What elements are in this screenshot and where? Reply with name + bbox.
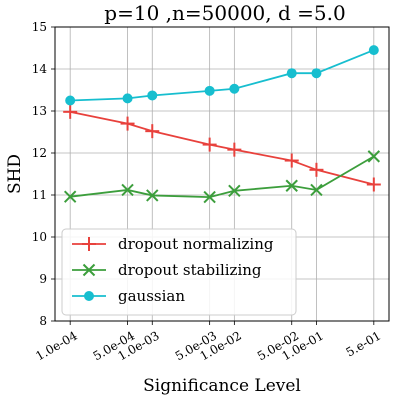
data-point-dropout-stabilizing	[367, 150, 381, 163]
series-dropout-normalizing	[63, 104, 381, 192]
data-point-dropout-normalizing	[366, 177, 381, 192]
data-point-gaussian	[311, 68, 322, 79]
data-point-gaussian	[204, 85, 215, 96]
legend-item-dropout-normalizing: dropout normalizing	[72, 235, 274, 253]
chart-title: p=10 ,n=50000, d =5.0	[104, 1, 345, 25]
y-tick-label: 8	[39, 314, 47, 328]
data-point-gaussian	[147, 90, 158, 101]
y-axis-label: SHD	[5, 154, 25, 194]
y-tick-label: 14	[32, 62, 48, 76]
y-tick-label: 13	[32, 104, 47, 118]
legend-marker	[84, 291, 94, 301]
data-point-dropout-stabilizing	[63, 190, 77, 203]
data-point-dropout-normalizing	[63, 104, 78, 119]
series-layer	[63, 45, 381, 204]
data-point-dropout-normalizing	[145, 124, 160, 139]
legend-label: dropout stabilizing	[118, 261, 262, 279]
data-point-dropout-normalizing	[227, 142, 242, 157]
data-point-gaussian	[368, 45, 379, 56]
data-point-gaussian	[229, 83, 240, 94]
series-line-dropout-normalizing	[69, 110, 375, 186]
y-tick-label: 15	[32, 20, 47, 34]
plot-frame	[54, 26, 390, 322]
legend-box	[61, 228, 297, 316]
data-point-dropout-stabilizing	[203, 190, 216, 204]
data-point-dropout-stabilizing	[285, 179, 298, 192]
legend-item-dropout-stabilizing: dropout stabilizing	[72, 261, 262, 279]
y-tick-label: 12	[32, 146, 47, 160]
x-axis-label: Significance Level	[143, 376, 301, 396]
legend: dropout normalizing dropout stabilizing ga…	[61, 228, 297, 316]
data-point-dropout-normalizing	[309, 162, 324, 177]
data-point-dropout-stabilizing	[310, 183, 323, 197]
series-dropout-stabilizing	[63, 150, 381, 204]
data-point-gaussian	[65, 95, 76, 106]
data-point-dropout-normalizing	[120, 116, 135, 131]
legend-marker	[82, 263, 96, 277]
x-tick-label: 5.e-01	[344, 328, 384, 359]
y-tick-label: 11	[32, 188, 47, 202]
data-point-gaussian	[122, 93, 133, 104]
y-tick-label: 9	[39, 272, 47, 286]
legend-marker	[82, 237, 96, 251]
series-gaussian	[65, 45, 379, 106]
data-point-dropout-stabilizing	[146, 189, 159, 202]
data-point-dropout-normalizing	[202, 137, 217, 152]
legend-label: dropout normalizing	[118, 235, 274, 253]
data-point-gaussian	[286, 68, 297, 79]
data-point-dropout-normalizing	[284, 153, 299, 168]
series-line-dropout-stabilizing	[70, 155, 375, 199]
y-tick-label: 10	[32, 230, 47, 244]
legend-item-gaussian: gaussian	[72, 287, 185, 305]
legend-label: gaussian	[118, 287, 185, 305]
x-tick-label: 1.0e-04	[33, 328, 80, 363]
data-point-dropout-stabilizing	[228, 184, 241, 198]
series-line-gaussian	[70, 49, 375, 102]
data-point-dropout-stabilizing	[121, 183, 134, 197]
